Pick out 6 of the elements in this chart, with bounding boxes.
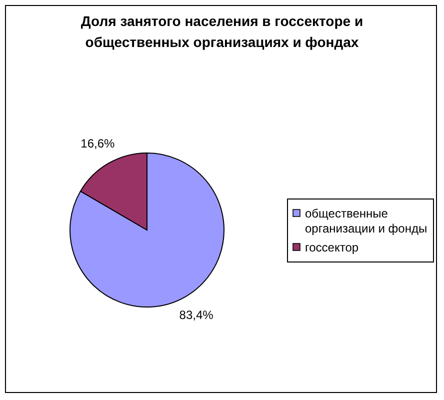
legend-label: госсектор xyxy=(305,240,359,254)
pie-slice xyxy=(70,152,224,308)
chart-title: Доля занятого населения в госсекторе и общественных организациях и фондах xyxy=(80,13,364,50)
data-label: 16,6% xyxy=(80,136,116,150)
data-label: 83,4% xyxy=(179,308,214,322)
legend-label: общественные организации и фонды xyxy=(305,206,428,236)
